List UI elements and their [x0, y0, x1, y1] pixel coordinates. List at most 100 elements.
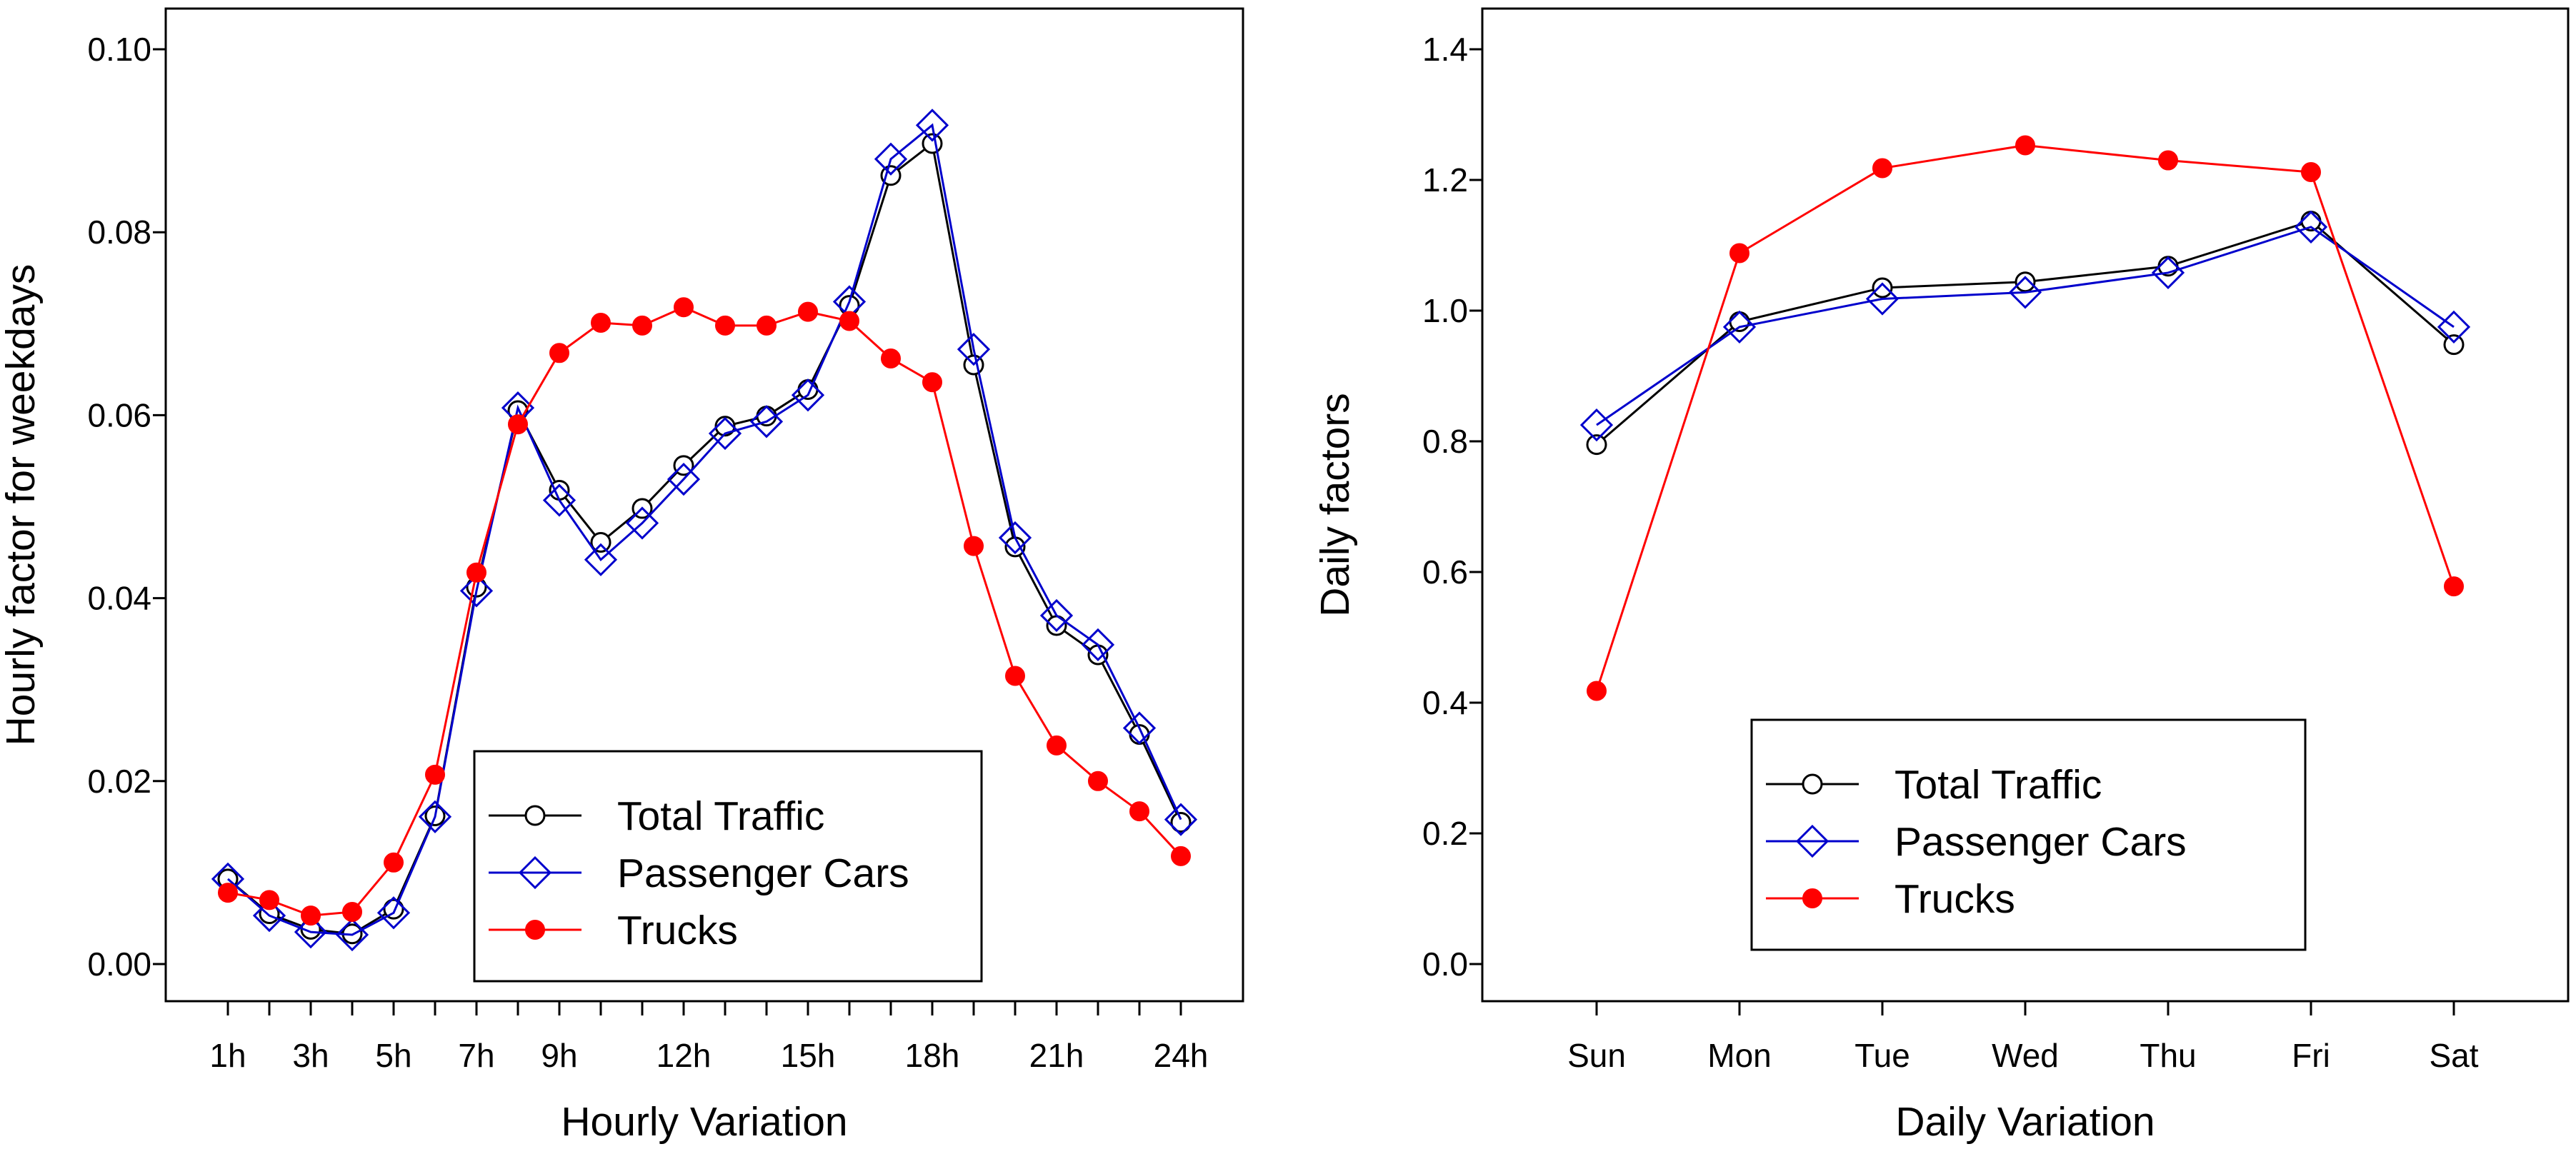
series-line-trucks [227, 306, 1182, 917]
x-tick-label: 3h [292, 1037, 329, 1074]
data-point-trucks [632, 315, 652, 336]
x-tick-label: 12h [657, 1037, 712, 1074]
data-point-passenger [1039, 598, 1074, 633]
data-point-passenger [2437, 310, 2471, 343]
data-point-trucks [2015, 135, 2035, 156]
data-point-trucks [839, 311, 859, 331]
y-tick-label: 0.4 [1422, 684, 1468, 721]
data-point-passenger [1865, 282, 1899, 316]
data-point-trucks [2444, 576, 2464, 597]
data-point-trucks [2158, 150, 2178, 171]
x-tick-label: 9h [541, 1037, 577, 1074]
data-point-passenger [376, 896, 411, 930]
data-point-total [2443, 334, 2465, 356]
series-line-total [1596, 219, 2455, 446]
y-tick-label: 0.04 [87, 580, 151, 617]
data-point-trucks [674, 297, 694, 318]
daily-chart: 0.0 0.2 0.4 0.6 0.8 1.0 1.2 1.4 Sun Mon Tue Wed Thu F… [1312, 7, 2570, 1145]
data-point-passenger [2151, 256, 2185, 290]
x-tick-label: Sat [2429, 1037, 2478, 1074]
y-tick-label: 0.06 [87, 396, 151, 433]
data-point-passenger [294, 915, 328, 949]
data-point-passenger [252, 898, 286, 933]
data-point-trucks [2301, 162, 2321, 183]
data-point-trucks [1047, 735, 1067, 756]
legend-marker-passenger [518, 856, 552, 890]
data-point-trucks [259, 890, 279, 910]
data-point-trucks [757, 315, 777, 336]
legend-label-passenger: Passenger Cars [1894, 819, 2187, 865]
data-point-total [590, 531, 611, 553]
x-tick-label: Wed [1992, 1037, 2059, 1074]
legend-marker-total [524, 805, 546, 826]
data-point-passenger [1722, 310, 1757, 343]
data-point-passenger [1579, 408, 1614, 442]
data-point-passenger [542, 483, 576, 517]
legend-label-trucks: Trucks [617, 908, 738, 953]
data-point-trucks [508, 414, 528, 435]
x-tick-label: 21h [1029, 1037, 1084, 1074]
data-point-trucks [301, 905, 321, 926]
data-point-total [922, 133, 943, 154]
data-point-passenger [459, 574, 494, 608]
x-axis-title: Hourly Variation [561, 1099, 847, 1145]
data-point-total [2015, 271, 2036, 293]
series-line-passenger [227, 123, 1182, 936]
data-point-passenger [915, 109, 949, 142]
y-tick-label: 0.2 [1422, 815, 1468, 852]
y-tick-label: 0.8 [1422, 423, 1468, 460]
data-point-total [1170, 811, 1192, 833]
data-point-trucks [466, 562, 486, 583]
legend-marker-total [1802, 773, 1823, 795]
data-point-passenger [1081, 628, 1115, 662]
x-tick-label: Thu [2140, 1037, 2196, 1074]
y-tick-label: 0.02 [87, 763, 151, 800]
data-point-passenger [998, 521, 1032, 555]
data-point-trucks [964, 536, 984, 556]
legend-marker-trucks [525, 920, 545, 940]
legend-label-trucks: Trucks [1894, 876, 2015, 922]
x-tick-label: 18h [905, 1037, 960, 1074]
y-axis-title: Hourly factor for weekdays [0, 264, 44, 746]
data-point-trucks [384, 852, 404, 873]
data-point-trucks [1872, 158, 1892, 179]
data-point-total [714, 416, 736, 437]
data-point-passenger [749, 405, 784, 438]
series-line-passenger [1596, 226, 2455, 426]
x-tick-label: Fri [2292, 1037, 2330, 1074]
data-point-passenger [874, 142, 908, 176]
data-point-trucks [549, 343, 569, 363]
data-point-trucks [1729, 243, 1749, 264]
data-point-trucks [591, 313, 611, 333]
x-tick-label: Mon [1707, 1037, 1771, 1074]
y-tick-label: 0.6 [1422, 553, 1468, 591]
x-tick-label: 24h [1154, 1037, 1209, 1074]
data-point-passenger [625, 506, 659, 540]
y-tick-label: 1.4 [1422, 31, 1468, 68]
y-tick-label: 1.2 [1422, 161, 1468, 199]
x-tick-label: 7h [458, 1037, 494, 1074]
data-point-passenger [335, 918, 369, 952]
data-point-trucks [1088, 771, 1108, 791]
x-tick-label: 15h [781, 1037, 836, 1074]
data-point-trucks [922, 372, 942, 393]
data-point-passenger [2294, 210, 2328, 244]
data-point-total [1586, 434, 1607, 456]
data-point-passenger [1164, 803, 1198, 836]
data-point-trucks [1171, 846, 1191, 866]
y-axis-title: Daily factors [1312, 393, 1358, 617]
data-point-trucks [881, 348, 901, 368]
x-tick-label: 5h [375, 1037, 411, 1074]
data-point-trucks [1005, 666, 1025, 686]
data-point-total [1087, 644, 1109, 666]
data-point-trucks [1129, 801, 1149, 822]
y-tick-label: 0.08 [87, 214, 151, 251]
data-point-passenger [791, 378, 825, 412]
x-tick-label: 1h [209, 1037, 246, 1074]
legend-marker-passenger [1795, 824, 1829, 858]
plot-frame [164, 7, 1244, 1003]
y-tick-label: 0.0 [1422, 945, 1468, 983]
data-point-trucks [342, 901, 362, 922]
legend-label-passenger: Passenger Cars [617, 851, 909, 896]
